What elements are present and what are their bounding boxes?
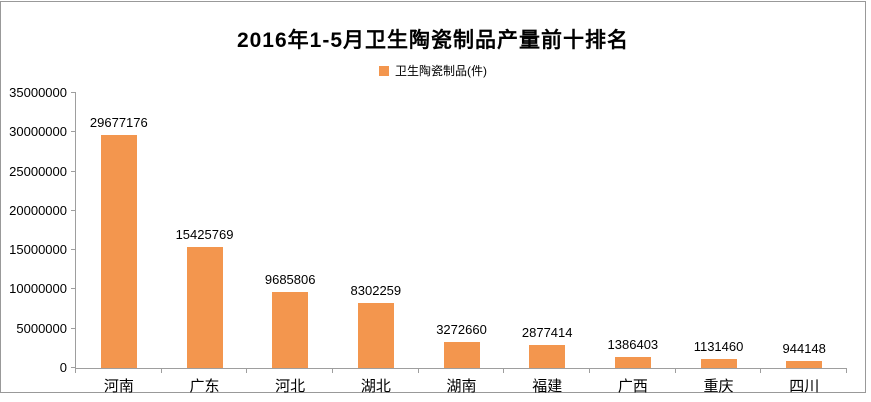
y-axis-label: 10000000	[9, 281, 67, 297]
bar	[357, 302, 394, 368]
legend: 卫生陶瓷制品(件)	[1, 62, 865, 79]
x-axis-tick	[160, 368, 162, 373]
bar-slot: 8302259	[333, 93, 419, 368]
bar-slot: 944148	[761, 93, 847, 368]
bar-slot: 15425769	[162, 93, 248, 368]
y-axis-label: 15000000	[9, 242, 67, 258]
x-axis-label: 河南	[103, 378, 134, 395]
chart-title: 2016年1-5月卫生陶瓷制品产量前十排名	[236, 29, 630, 52]
x-axis-tick	[588, 368, 590, 373]
x-axis-label: 广西	[617, 378, 648, 395]
y-axis-label: 5000000	[16, 320, 67, 336]
bar-value-label: 1131460	[693, 339, 744, 355]
plot-area: 29677176 15425769 9685806 8302259 3272660 287…	[9, 85, 847, 395]
bar-slot: 1131460	[676, 93, 762, 368]
x-axis-tick	[417, 368, 419, 373]
x-axis-label: 福建	[532, 378, 563, 395]
y-axis-tick	[71, 367, 76, 368]
y-axis-tick	[71, 288, 76, 290]
x-axis-label: 重庆	[703, 378, 734, 395]
bar-value-label: 29677176	[89, 114, 148, 130]
legend-label: 卫生陶瓷制品(件)	[395, 64, 487, 78]
y-axis-tick	[71, 209, 76, 211]
bar	[614, 357, 651, 368]
bar	[100, 134, 137, 368]
bar	[786, 360, 823, 368]
x-axis-tick	[503, 368, 505, 373]
x-axis-label: 四川	[789, 378, 820, 395]
y-axis-label: 30000000	[9, 124, 67, 140]
x-axis-label: 广东	[189, 378, 220, 395]
orange-square-icon	[379, 65, 389, 76]
x-axis-tick	[75, 368, 76, 373]
x-axis-tick	[674, 368, 676, 373]
bar-value-label: 2877414	[521, 325, 573, 341]
x-axis-tick	[331, 368, 333, 373]
bar	[700, 359, 737, 368]
y-axis-label: 25000000	[9, 163, 67, 179]
x-axis-tick	[846, 368, 847, 373]
bar-value-label: 944148	[782, 340, 826, 356]
x-axis-label: 湖南	[446, 378, 477, 395]
x-axis-labels: 河南 广东 河北 湖北 湖南 福建 广西 重庆 四川	[76, 375, 847, 396]
y-axis-tick	[71, 170, 76, 172]
y-axis-tick	[71, 92, 76, 93]
bar-value-label: 3272660	[436, 322, 487, 338]
x-axis-tick	[760, 368, 762, 373]
bar	[443, 342, 480, 368]
bar-value-label: 8302259	[350, 282, 402, 298]
x-axis-label: 湖北	[360, 378, 391, 395]
bar-value-label: 9685806	[264, 271, 316, 287]
bar	[272, 291, 309, 368]
y-axis-tick	[71, 249, 76, 251]
bar	[186, 246, 223, 368]
y-axis-tick	[71, 327, 76, 329]
y-axis-label: 35000000	[9, 85, 67, 100]
chart-frame: 2016年1-5月卫生陶瓷制品产量前十排名 卫生陶瓷制品(件) 29677176…	[0, 1, 866, 395]
y-axis-label: 0	[59, 360, 67, 375]
bar-slot: 9685806	[247, 93, 333, 368]
bar-value-label: 15425769	[175, 226, 234, 242]
bar-slot: 29677176	[76, 93, 162, 368]
bars-container: 29677176 15425769 9685806 8302259 3272660 287…	[76, 93, 847, 368]
y-axis-label: 20000000	[9, 202, 67, 218]
x-axis-tick	[246, 368, 248, 373]
bar-slot: 2877414	[504, 93, 590, 368]
bar-slot: 1386403	[590, 93, 676, 368]
bar	[529, 345, 566, 368]
bar-value-label: 1386403	[607, 337, 659, 353]
y-axis-tick	[71, 131, 76, 133]
x-axis-label: 河北	[275, 378, 306, 395]
bar-slot: 3272660	[419, 93, 505, 368]
